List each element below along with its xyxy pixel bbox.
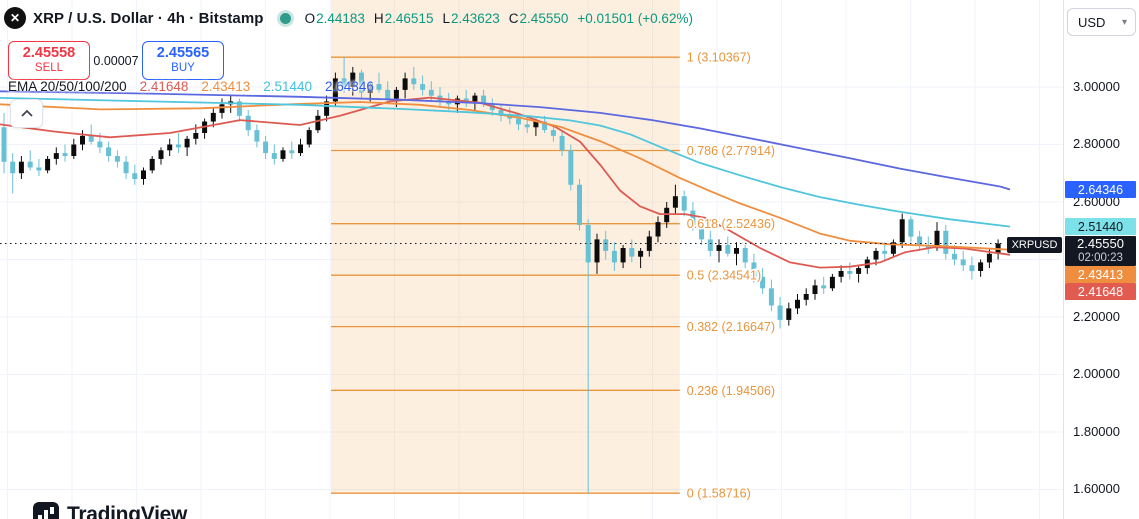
chevron-down-icon: ▾ — [1121, 16, 1127, 28]
sell-button[interactable]: 2.45558 SELL — [8, 41, 90, 80]
symbol-header: ✕ XRP / U.S. Dollar · 4h · Bitstamp O2.4… — [4, 7, 693, 29]
ema-legend[interactable]: EMA 20/50/100/200 2.41648 2.43413 2.5144… — [8, 79, 374, 94]
close-label: C — [508, 10, 519, 26]
high-label: H — [373, 10, 384, 26]
price-tick: 2.80000 — [1073, 136, 1120, 151]
ema200-price-badge: 2.64346 — [1065, 181, 1136, 198]
ema50-line — [0, 101, 1011, 251]
svg-text:0 (1.58716): 0 (1.58716) — [687, 487, 751, 501]
candles-layer — [1, 57, 1001, 494]
sell-label: SELL — [34, 62, 64, 75]
buy-price: 2.45565 — [156, 45, 210, 62]
tradingview-logo-text: TradingView — [67, 503, 188, 519]
fib-labels: 1 (3.10367) 0.786 (2.77914) 0.618 (2.52436… — [685, 49, 776, 502]
open-value: 2.44183 — [316, 10, 365, 26]
ema50-value: 2.43413 — [201, 79, 251, 94]
ema20-line — [0, 96, 1011, 269]
ema50-price-badge: 2.43413 — [1065, 266, 1136, 283]
price-tick: 3.00000 — [1073, 79, 1120, 94]
price-tick: 2.20000 — [1073, 309, 1120, 324]
ema20-value: 2.41648 — [139, 79, 189, 94]
sell-price: 2.45558 — [22, 45, 76, 62]
ema100-value: 2.51440 — [263, 79, 313, 94]
ema100-price-badge: 2.51440 — [1065, 218, 1136, 235]
ema20-price-badge: 2.41648 — [1065, 283, 1136, 300]
last-price-badge: 2.45550 02:00:23 — [1065, 236, 1136, 266]
svg-text:0.5 (2.34541): 0.5 (2.34541) — [687, 269, 761, 283]
chart-canvas[interactable]: 1 (3.10367) 0.786 (2.77914) 0.618 (2.52436… — [0, 0, 1063, 519]
currency-value: USD — [1078, 14, 1106, 30]
symbol-title[interactable]: XRP / U.S. Dollar · 4h · Bitstamp — [33, 9, 264, 27]
bar-countdown: 02:00:23 — [1078, 251, 1123, 264]
last-price-value: 2.45550 — [1077, 235, 1124, 251]
xrp-logo-icon: ✕ — [4, 7, 26, 29]
tradingview-logo[interactable]: TradingView — [33, 502, 187, 519]
price-tick: 1.80000 — [1073, 424, 1120, 439]
low-value: 2.43623 — [450, 10, 500, 26]
svg-text:0.382 (2.16647): 0.382 (2.16647) — [687, 320, 775, 334]
price-tick: 1.60000 — [1073, 481, 1120, 496]
collapse-panel-button[interactable] — [10, 99, 43, 128]
svg-text:0.786 (2.77914): 0.786 (2.77914) — [687, 144, 775, 158]
svg-text:0.236 (1.94506): 0.236 (1.94506) — [687, 384, 775, 398]
ema200-value: 2.64346 — [325, 79, 374, 94]
buy-button[interactable]: 2.45565 BUY — [142, 41, 224, 80]
open-label: O — [304, 10, 316, 26]
market-status-icon[interactable] — [279, 12, 291, 24]
change-value: +0.01501 (+0.62%) — [577, 10, 693, 26]
ema200-line — [0, 90, 1011, 191]
price-scale[interactable]: USD ▾ 3.00000 2.80000 2.60000 2.20000 2.… — [1063, 0, 1139, 519]
svg-text:1 (3.10367): 1 (3.10367) — [687, 51, 751, 65]
currency-dropdown[interactable]: USD ▾ — [1067, 8, 1136, 36]
high-value: 2.46515 — [384, 10, 434, 26]
close-value: 2.45550 — [519, 10, 569, 26]
tradingview-logo-icon — [33, 502, 59, 519]
trade-panel: 2.45558 SELL 0.00007 2.45565 BUY — [8, 41, 224, 80]
low-label: L — [442, 10, 450, 26]
price-line-symbol-label: XRPUSD — [1007, 237, 1062, 253]
price-tick: 2.00000 — [1073, 366, 1120, 381]
svg-text:0.618 (2.52436): 0.618 (2.52436) — [687, 217, 775, 231]
ohlc-readout: O2.44183 H2.46515 L2.43623 C2.45550 +0.0… — [305, 11, 693, 26]
buy-label: BUY — [171, 62, 195, 75]
ema-legend-title: EMA 20/50/100/200 — [8, 79, 127, 94]
chevron-up-icon — [20, 110, 33, 117]
fib-retracement[interactable] — [331, 0, 680, 494]
ema100-line — [0, 97, 1011, 228]
spread-value: 0.00007 — [90, 50, 142, 71]
